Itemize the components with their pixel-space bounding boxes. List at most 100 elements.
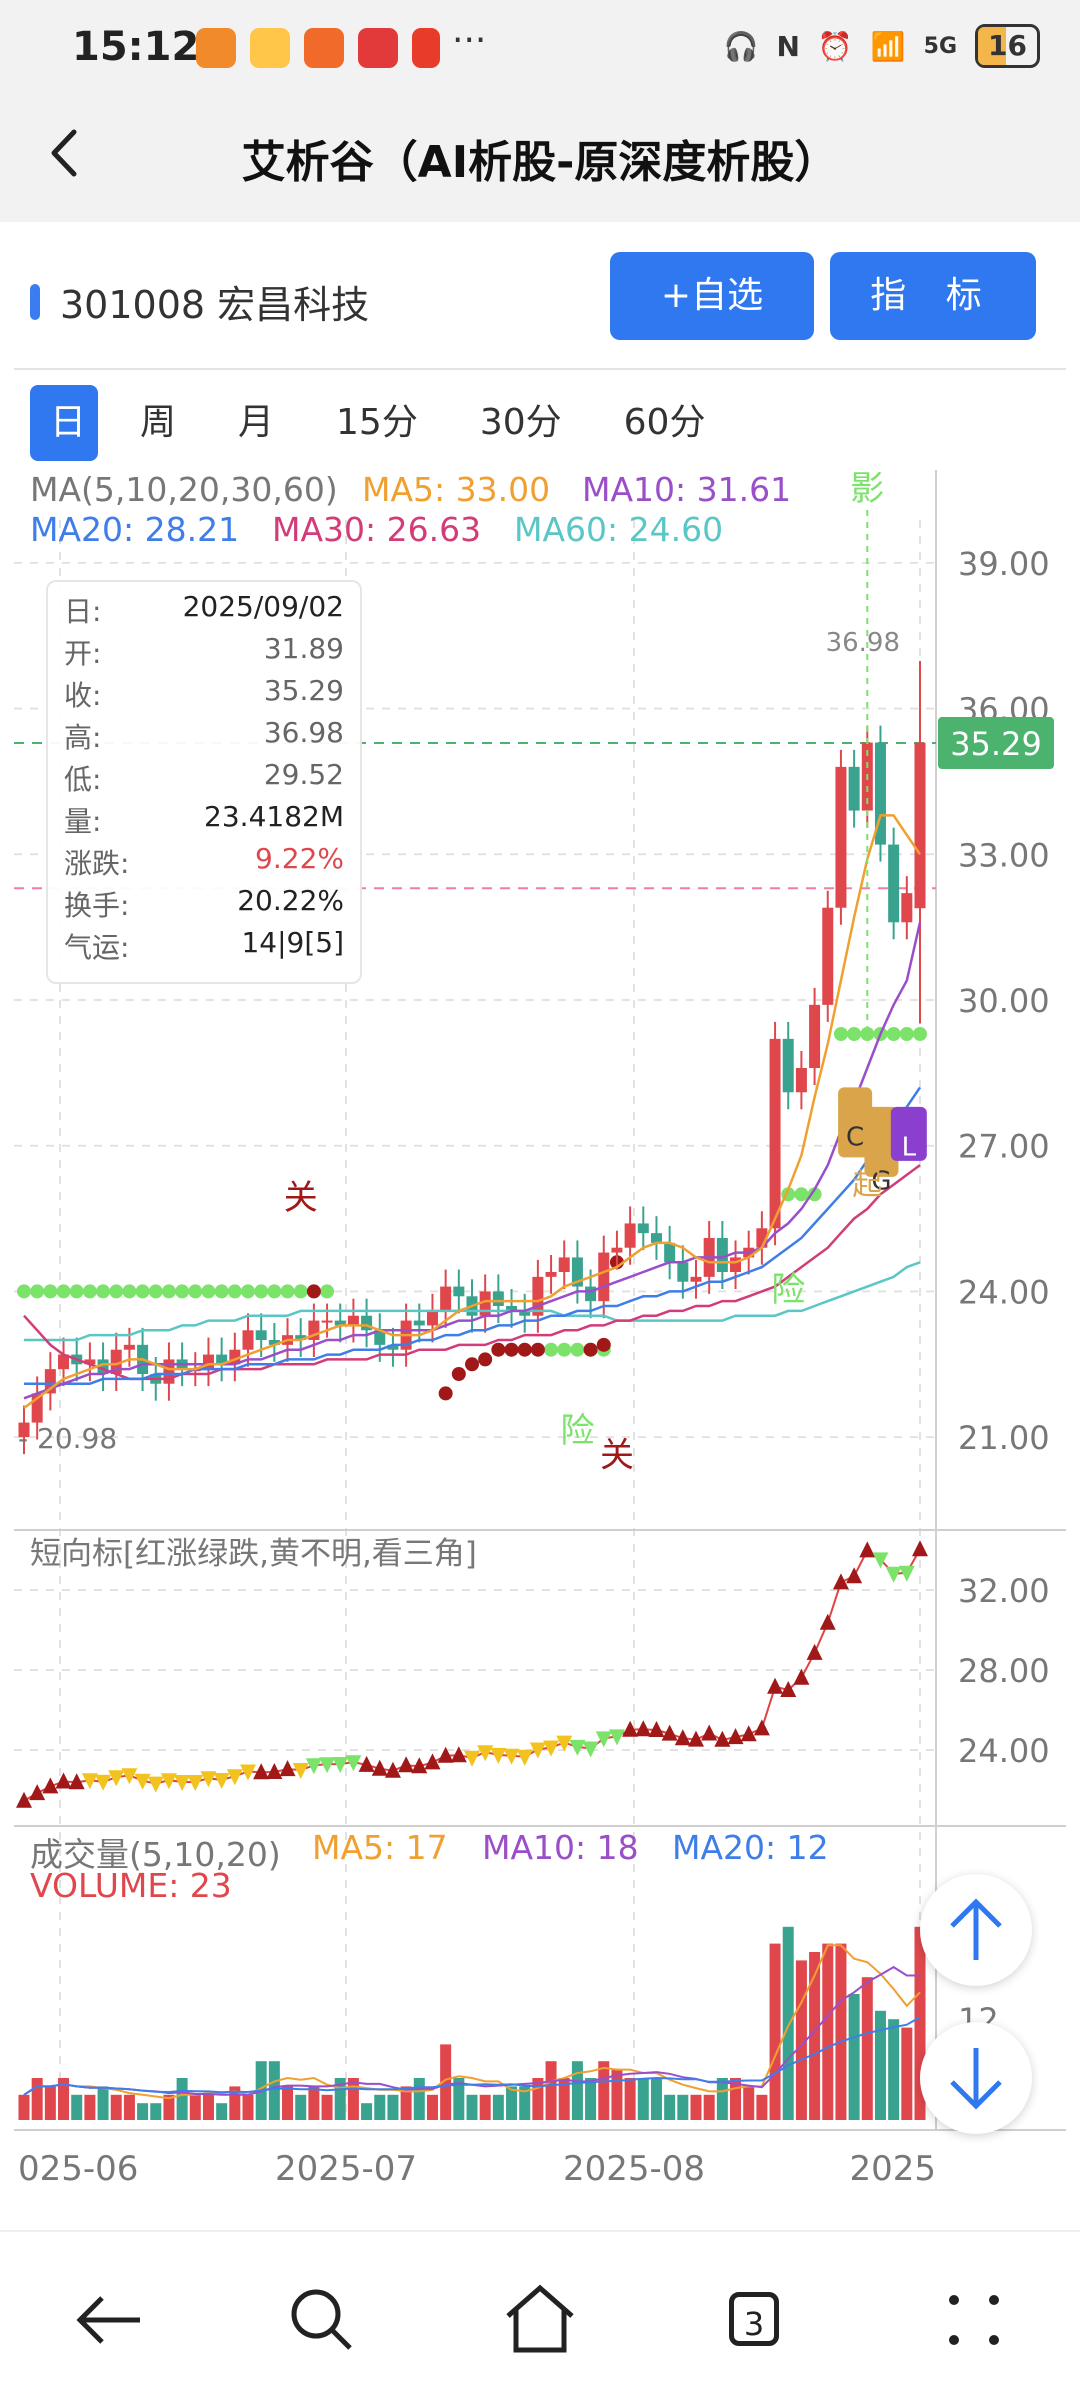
volume-bars [18, 1926, 926, 2120]
indicator-triangle [464, 1750, 480, 1767]
volume-bar [374, 2094, 386, 2120]
candle-body [545, 1272, 557, 1277]
volume-bar [874, 2010, 886, 2120]
scroll-up-button[interactable] [920, 1874, 1032, 1986]
signal-dot-green [188, 1284, 203, 1299]
ma60-line [24, 1261, 921, 1342]
volume-bar [571, 2061, 583, 2120]
indicator-axis-label: 24.00 [958, 1732, 1050, 1770]
volume-bar [71, 2094, 83, 2120]
short-indicator-title: 短向标[红涨绿跌,黄不明,看三角] [30, 1536, 477, 1572]
volume-bar [137, 2103, 149, 2120]
volume-bar [440, 2044, 452, 2120]
price-axis-label: 21.00 [958, 1419, 1050, 1457]
volume-bar [110, 2094, 122, 2120]
candle-body [637, 1223, 649, 1234]
candle-body [730, 1257, 742, 1272]
volume-bar [400, 2086, 412, 2120]
nav-home-icon[interactable] [500, 2280, 580, 2360]
signal-dot-green [148, 1284, 163, 1299]
indicator-triangle [187, 1775, 204, 1791]
alarm-icon: ⏰ [817, 29, 853, 63]
arrow-up-icon [950, 1898, 1002, 1960]
volume-bar [848, 1994, 860, 2120]
tab-month[interactable]: 月 [238, 402, 275, 443]
candle-body [295, 1335, 307, 1340]
candle-body [387, 1344, 399, 1350]
candle-body [18, 1422, 30, 1438]
indicator-button[interactable]: 指 标 [830, 252, 1036, 340]
volume-bar [690, 2094, 702, 2120]
kline-svg[interactable]: 39.0036.0033.0030.0027.0024.0021.0035.29… [0, 470, 1080, 2230]
volume-bar [519, 2086, 531, 2120]
indicator-axis-label: 28.00 [958, 1652, 1050, 1690]
signal-dot-green [833, 1027, 848, 1041]
nav-search-icon[interactable] [282, 2280, 362, 2360]
volume-bar [18, 2094, 30, 2120]
candle-body [914, 742, 926, 909]
candle-body [848, 766, 860, 811]
volume-bar [453, 2078, 465, 2120]
signal-dot-red [451, 1367, 466, 1381]
nav-tabs-button[interactable]: 3 [716, 2280, 796, 2360]
back-icon[interactable] [32, 118, 102, 188]
volume-bar [321, 2094, 333, 2120]
tab-day[interactable]: 日 [30, 385, 98, 461]
indicator-triangle [490, 1747, 507, 1764]
volume-bar [426, 2094, 438, 2120]
volume-ma10: MA10: 18 [482, 1828, 639, 1867]
volume-bar [611, 2069, 623, 2120]
indicator-triangle [595, 1731, 612, 1748]
ma5-line [23, 814, 922, 1410]
signal-dot-green [320, 1284, 335, 1299]
signal-dot-green [886, 1027, 901, 1041]
indicator-triangle [701, 1724, 718, 1741]
indicator-triangle [503, 1748, 520, 1765]
volume-bar [835, 1943, 847, 2120]
signal-dot-green [122, 1284, 137, 1299]
candle-body [426, 1310, 438, 1326]
volume-bar [44, 2086, 56, 2120]
indicator-triangle [16, 1791, 32, 1808]
indicator-triangle [55, 1772, 72, 1789]
network-type: 5G [923, 33, 958, 59]
info-row-low: 低: 29.52 [64, 758, 344, 796]
volume-bar [123, 2094, 135, 2120]
signal-dot-green [30, 1284, 45, 1299]
guan-label-bottom: 关 [600, 1435, 634, 1475]
volume-bar [585, 2078, 597, 2120]
nav-menu-icon[interactable] [934, 2280, 1014, 2360]
candle-body [308, 1320, 320, 1340]
tab-week[interactable]: 周 [140, 402, 177, 443]
volume-bar [229, 2086, 241, 2120]
l-badge-bg [890, 1106, 927, 1161]
indicator-triangle [846, 1567, 863, 1584]
candle-body [44, 1369, 56, 1394]
scroll-down-button[interactable] [920, 2022, 1032, 2134]
c-badge-bg [838, 1087, 873, 1158]
x-axis-label: 2025 [849, 2149, 936, 2189]
indicator-triangle [608, 1729, 625, 1746]
info-row-fortune: 气运: 14|9[5] [64, 926, 344, 964]
ma10-line [23, 922, 922, 1400]
tab-60min[interactable]: 60分 [623, 402, 706, 443]
volume-bar [716, 2078, 728, 2120]
indicator-triangle [543, 1740, 560, 1757]
candle-body [84, 1359, 96, 1365]
candle-body [888, 844, 900, 923]
signal-dot-green [913, 1027, 927, 1041]
volume-bar [308, 2086, 320, 2120]
candle-body [110, 1349, 122, 1374]
volume-ma20-line [23, 2016, 921, 2096]
tab-15min[interactable]: 15分 [336, 402, 418, 443]
add-favorite-button[interactable]: +自选 [610, 252, 814, 340]
kline-chart[interactable]: 39.00 36.00 33.00 30.00 27.00 24.00 21.00 35.29… [0, 470, 1080, 2230]
signal-dot-green [214, 1284, 229, 1299]
ma10-legend: MA10: 31.61 [582, 470, 792, 509]
short-indicator [16, 1540, 928, 1808]
tab-30min[interactable]: 30分 [479, 402, 562, 443]
volume-ma20: MA20: 12 [672, 1828, 829, 1867]
candle-body [835, 766, 847, 908]
signal-dot-green [135, 1284, 150, 1299]
nav-back-icon[interactable] [70, 2280, 150, 2360]
